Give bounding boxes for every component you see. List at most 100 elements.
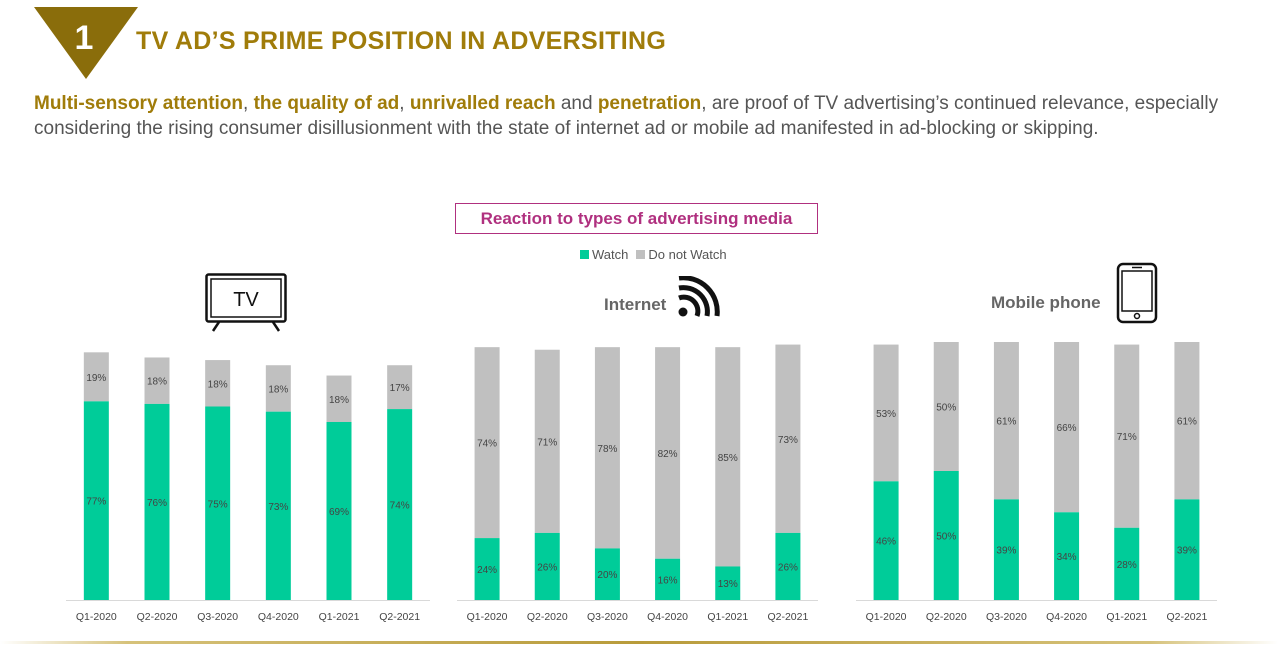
tv-tick-label: Q2-2021 xyxy=(379,611,420,623)
mobile-phone-tick-label: Q4-2020 xyxy=(1046,611,1087,623)
internet-label-not-watch: 85% xyxy=(718,453,738,464)
intro-paragraph: Multi-sensory attention, the quality of … xyxy=(34,91,1249,141)
mobile-phone-label-not-watch: 71% xyxy=(1117,432,1137,443)
mobile-phone-bar-watch xyxy=(993,499,1019,600)
internet-bar-watch xyxy=(474,538,500,600)
mobile-phone-bar-not-watch xyxy=(1174,342,1200,500)
tv-label-not-watch: 17% xyxy=(390,383,410,394)
intro-text-4: , are proof of TV advertising’s continue… xyxy=(34,93,1219,139)
internet-label-watch: 13% xyxy=(718,579,738,590)
mobile-phone-label-watch: 50% xyxy=(936,532,956,543)
tv-label-not-watch: 18% xyxy=(329,395,349,406)
intro-text-1: , xyxy=(243,93,254,114)
mobile-phone-icon xyxy=(1116,262,1158,324)
chart-title: Reaction to types of advertising media xyxy=(455,203,818,234)
tv-bar-not-watch xyxy=(265,365,291,412)
internet-bar-not-watch xyxy=(474,347,500,539)
internet-bar-not-watch xyxy=(655,347,681,559)
internet-tick-label: Q1-2020 xyxy=(467,611,508,623)
mobile-phone-tick-label: Q3-2020 xyxy=(986,611,1027,623)
legend-label-not-watch: Do not Watch xyxy=(648,247,727,262)
mobile-phone-bar-not-watch xyxy=(933,342,959,471)
intro-text-3: and xyxy=(555,93,598,114)
internet-label-watch: 24% xyxy=(477,565,497,576)
section-number: 1 xyxy=(75,19,94,57)
internet-label-watch: 26% xyxy=(537,562,557,573)
mobile-phone-bar-not-watch xyxy=(1114,344,1140,528)
tv-bar-watch xyxy=(144,403,170,600)
wifi-icon xyxy=(678,276,720,317)
internet-label-watch: 16% xyxy=(658,575,678,586)
internet-label-watch: 20% xyxy=(597,570,617,581)
tv-tick-label: Q3-2020 xyxy=(197,611,238,623)
tv-bar-not-watch xyxy=(144,357,170,404)
internet-tick-label: Q2-2021 xyxy=(767,611,808,623)
tv-bar-watch xyxy=(83,401,109,600)
intro-highlight-4: penetration xyxy=(597,93,702,114)
internet-bar-watch xyxy=(655,558,681,600)
internet-tick-label: Q1-2021 xyxy=(707,611,748,623)
internet-bar-not-watch xyxy=(534,349,560,533)
tv-label-not-watch: 18% xyxy=(208,379,228,390)
tv-bar-watch xyxy=(326,421,352,600)
page-title: TV AD’S PRIME POSITION IN ADVERSITING xyxy=(136,27,667,55)
legend-swatch-not-watch xyxy=(636,250,646,259)
mobile-phone-tick-label: Q1-2020 xyxy=(866,611,907,623)
internet-bar-not-watch xyxy=(594,347,620,549)
tv-tick-label: Q2-2020 xyxy=(137,611,178,623)
tv-icon-label: TV xyxy=(233,289,259,311)
mobile-phone-label-not-watch: 50% xyxy=(936,403,956,414)
intro-text-2: , xyxy=(399,93,410,114)
tv-bar-not-watch xyxy=(326,375,352,422)
mobile-phone-bar-not-watch xyxy=(1054,342,1080,513)
intro-highlight-3: unrivalled reach xyxy=(409,93,556,114)
tv-label-watch: 76% xyxy=(147,498,167,509)
mobile-phone-label-watch: 34% xyxy=(1057,552,1077,563)
mobile-phone-bar-watch xyxy=(1054,512,1080,600)
mobile-phone-tick-label: Q2-2021 xyxy=(1166,611,1207,623)
mobile-phone-label-not-watch: 53% xyxy=(876,409,896,420)
mobile-phone-label-watch: 28% xyxy=(1117,560,1137,571)
internet-tick-label: Q4-2020 xyxy=(647,611,688,623)
tv-bar-not-watch xyxy=(387,365,413,410)
internet-label-watch: 26% xyxy=(778,562,798,573)
internet-label-not-watch: 74% xyxy=(477,439,497,450)
mobile-phone-bar-watch xyxy=(873,481,899,600)
intro-highlight-1: Multi-sensory attention xyxy=(34,93,244,114)
mobile-phone-label-watch: 46% xyxy=(876,537,896,548)
tv-label-not-watch: 18% xyxy=(268,384,288,395)
legend-item-not-watch: Do not Watch xyxy=(636,247,727,262)
mobile-phone-tick-label: Q1-2021 xyxy=(1106,611,1147,623)
mobile-phone-label-watch: 39% xyxy=(1177,546,1197,557)
tv-tick-label: Q1-2020 xyxy=(76,611,117,623)
internet-bar-watch xyxy=(715,566,741,600)
legend-swatch-watch xyxy=(580,250,589,259)
tv-label-watch: 69% xyxy=(329,507,349,518)
mobile-phone-label-watch: 39% xyxy=(996,546,1016,557)
tv-bar-not-watch xyxy=(205,360,231,407)
chart-legend: Watch Do not Watch xyxy=(580,247,735,262)
internet-bar-watch xyxy=(594,548,620,600)
mobile-phone-label-not-watch: 61% xyxy=(1177,417,1197,428)
tv-icon: TV xyxy=(205,273,287,332)
mobile-phone-label-not-watch: 66% xyxy=(1057,423,1077,434)
tv-label-watch: 75% xyxy=(208,499,228,510)
tv-tick-label: Q1-2021 xyxy=(319,611,360,623)
legend-item-watch: Watch xyxy=(580,247,628,262)
tv-bar-not-watch xyxy=(83,352,109,402)
tv-label-watch: 73% xyxy=(268,502,288,513)
tv-bar-watch xyxy=(387,409,413,600)
mobile-phone-tick-label: Q2-2020 xyxy=(926,611,967,623)
tv-label-watch: 77% xyxy=(86,497,106,508)
mobile-phone-bar-not-watch xyxy=(873,344,899,482)
internet-bar-not-watch xyxy=(775,344,801,533)
tv-label-not-watch: 18% xyxy=(147,377,167,388)
mobile-phone-bar-watch xyxy=(1114,527,1140,600)
mobile-phone-label-not-watch: 61% xyxy=(996,417,1016,428)
tv-bar-watch xyxy=(205,406,231,600)
internet-bar-watch xyxy=(534,532,560,600)
mobile-phone-bar-watch xyxy=(933,471,959,600)
intro-highlight-2: the quality of ad xyxy=(253,93,400,114)
tv-tick-label: Q4-2020 xyxy=(258,611,299,623)
